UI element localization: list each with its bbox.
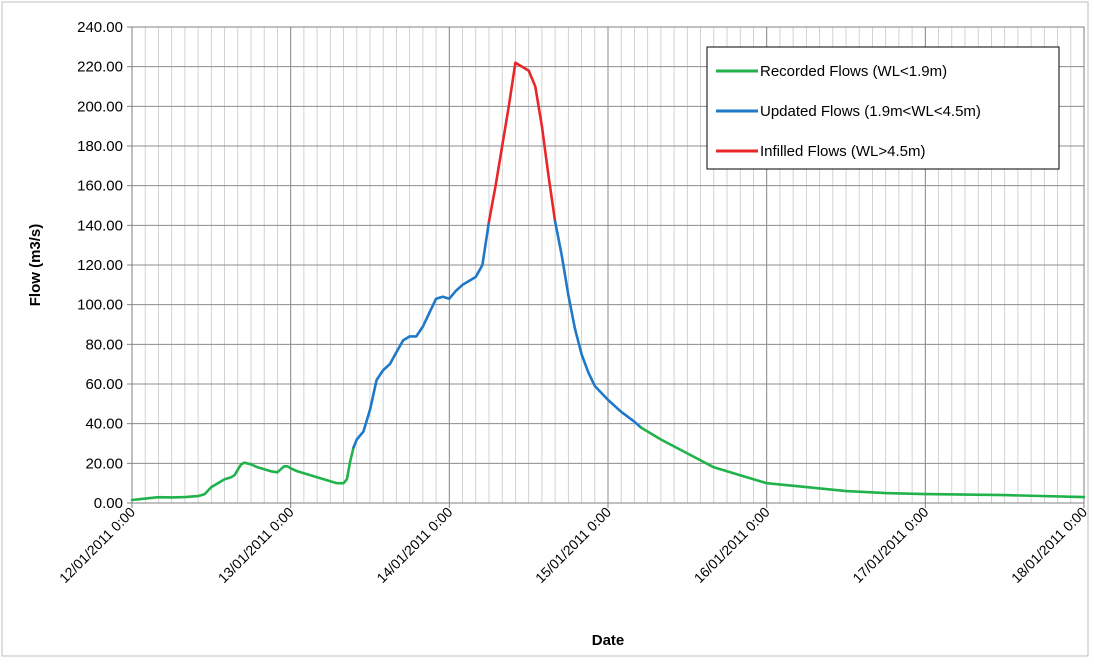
y-axis-ticks: 0.00 20.00 40.00 60.00 80.00 100.00 120.00 140.… <box>77 19 132 512</box>
y-tick-label: 0.00 <box>94 495 123 512</box>
series-line-updated-flows-1-9m-wl-4-5m <box>352 220 491 449</box>
series-line-updated-flows-1-9m-wl-4-5m <box>553 220 643 429</box>
x-axis-label: Date <box>592 632 625 649</box>
legend: Recorded Flows (WL<1.9m) Updated Flows (1… <box>706 46 1060 170</box>
legend-label: Infilled Flows (WL>4.5m) <box>760 143 925 160</box>
legend-label: Recorded Flows (WL<1.9m) <box>760 63 947 80</box>
y-tick-label: 200.00 <box>77 98 123 115</box>
y-tick-label: 60.00 <box>85 376 123 393</box>
y-tick-label: 120.00 <box>77 257 123 274</box>
legend-box <box>706 46 1060 170</box>
y-tick-label: 40.00 <box>85 416 123 433</box>
y-tick-label: 140.00 <box>77 217 123 234</box>
series-line-recorded-flows-wl-1-9m <box>639 426 1086 499</box>
y-tick-label: 180.00 <box>77 138 123 155</box>
y-tick-label: 240.00 <box>77 19 123 36</box>
legend-label: Updated Flows (1.9m<WL<4.5m) <box>760 103 981 120</box>
y-tick-label: 160.00 <box>77 178 123 195</box>
y-tick-label: 220.00 <box>77 59 123 76</box>
y-axis-label: Flow (m3/s) <box>27 224 44 307</box>
y-tick-label: 80.00 <box>85 336 123 353</box>
series-layer <box>130 61 1086 502</box>
series-line-recorded-flows-wl-1-9m <box>130 446 355 502</box>
y-tick-label: 100.00 <box>77 297 123 314</box>
series-line-infilled-flows-wl-4-5m <box>487 61 557 223</box>
y-tick-label: 20.00 <box>85 455 123 472</box>
